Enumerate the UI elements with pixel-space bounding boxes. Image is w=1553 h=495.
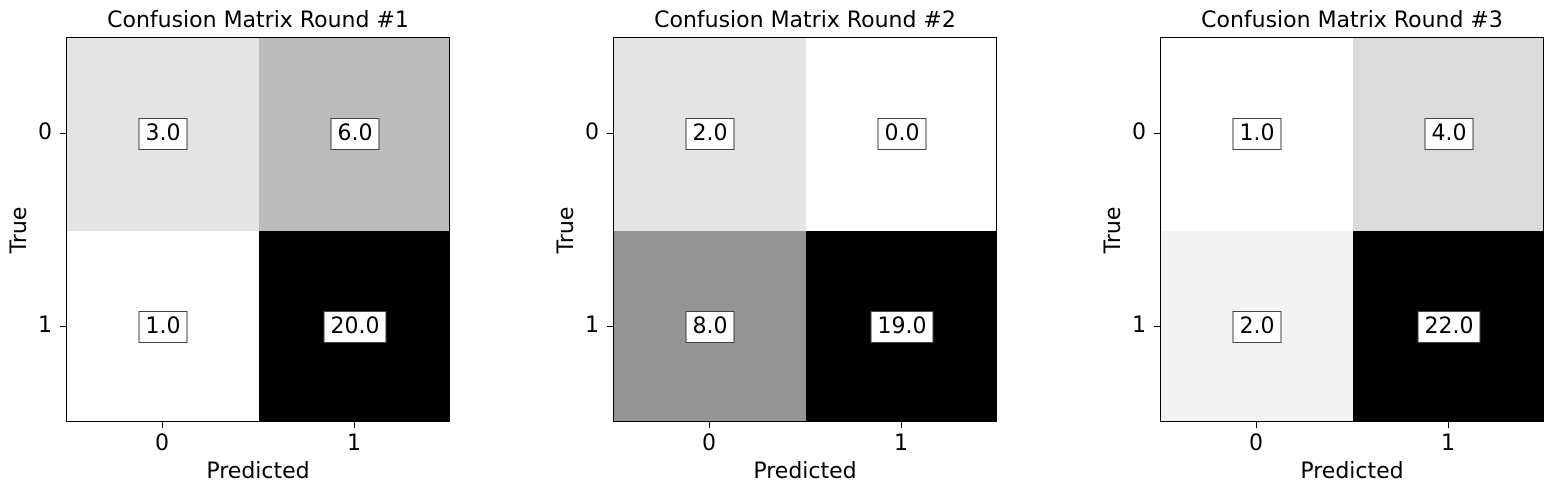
x-tick-mark: [354, 422, 355, 428]
heatmap-plot-area: 1.0 4.0 2.0 22.0: [1160, 37, 1544, 422]
cell-value-label: 2.0: [1232, 310, 1282, 343]
chart-title: Confusion Matrix Round #1: [107, 8, 409, 33]
x-tick-label: 0: [1249, 431, 1263, 456]
x-tick-label: 1: [894, 431, 908, 456]
cell-value-label: 0.0: [877, 118, 927, 151]
cell-value-label: 6.0: [330, 118, 380, 151]
y-tick-mark: [60, 133, 66, 135]
chart-panel-1: Confusion Matrix Round #1 3.0 6.0 1.0 20.0 0 1…: [0, 0, 500, 495]
cell-value-label: 8.0: [685, 310, 735, 343]
cell-value-label: 4.0: [1424, 118, 1474, 151]
x-axis-label: Predicted: [1300, 459, 1404, 484]
y-tick-label: 0: [1132, 120, 1146, 146]
chart-panel-3: Confusion Matrix Round #3 1.0 4.0 2.0 22.0 0 1…: [1094, 0, 1553, 495]
heatmap-plot-area: 2.0 0.0 8.0 19.0: [613, 37, 997, 422]
heatmap-plot-area: 3.0 6.0 1.0 20.0: [66, 37, 450, 422]
x-tick-mark: [709, 422, 710, 428]
y-axis-label: True: [7, 206, 32, 253]
y-axis-label: True: [1101, 206, 1126, 253]
y-tick-mark: [1154, 133, 1160, 135]
cell-value-label: 22.0: [1417, 310, 1481, 343]
x-tick-mark: [1256, 422, 1257, 428]
x-tick-label: 1: [1441, 431, 1455, 456]
y-tick-mark: [607, 133, 613, 135]
y-tick-label: 1: [1132, 312, 1146, 338]
y-tick-mark: [60, 325, 66, 327]
cell-value-label: 1.0: [138, 310, 188, 343]
x-tick-mark: [901, 422, 902, 428]
y-tick-label: 0: [585, 120, 599, 146]
chart-title: Confusion Matrix Round #3: [1201, 8, 1503, 33]
x-tick-label: 0: [155, 431, 169, 456]
x-axis-label: Predicted: [753, 459, 857, 484]
x-tick-label: 1: [347, 431, 361, 456]
y-tick-mark: [1154, 325, 1160, 327]
y-tick-mark: [607, 325, 613, 327]
x-tick-mark: [162, 422, 163, 428]
x-tick-label: 0: [702, 431, 716, 456]
chart-title: Confusion Matrix Round #2: [654, 8, 956, 33]
y-tick-label: 1: [585, 312, 599, 338]
y-tick-label: 0: [38, 120, 52, 146]
cell-value-label: 1.0: [1232, 118, 1282, 151]
chart-panel-2: Confusion Matrix Round #2 2.0 0.0 8.0 19.0 0 1…: [547, 0, 1047, 495]
x-tick-mark: [1448, 422, 1449, 428]
cell-value-label: 20.0: [323, 310, 387, 343]
y-tick-label: 1: [38, 312, 52, 338]
y-axis-label: True: [554, 206, 579, 253]
cell-value-label: 3.0: [138, 118, 188, 151]
cell-value-label: 19.0: [870, 310, 934, 343]
cell-value-label: 2.0: [685, 118, 735, 151]
x-axis-label: Predicted: [206, 459, 310, 484]
